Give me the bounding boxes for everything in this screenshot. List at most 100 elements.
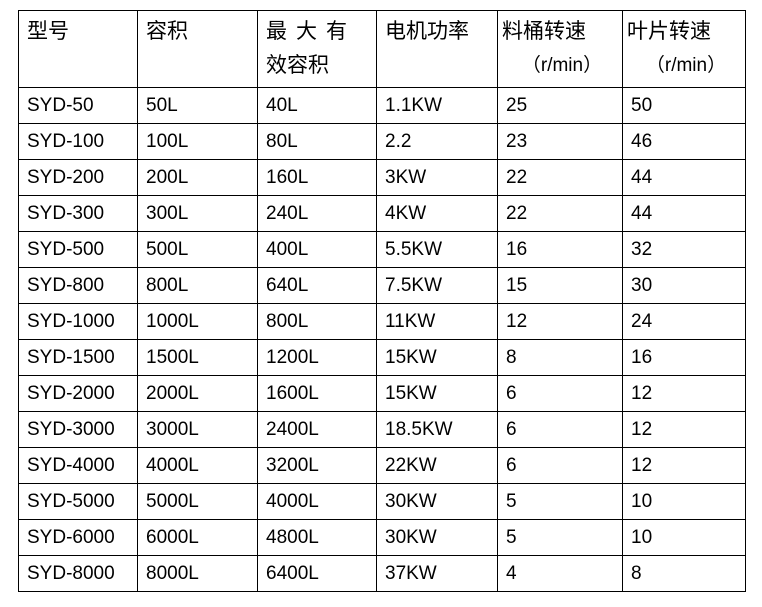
capacity-cell: 2000L xyxy=(137,375,258,412)
drum-speed-cell: 8 xyxy=(497,339,623,376)
motor-power-cell: 11KW xyxy=(376,303,498,340)
motor-power-cell: 37KW xyxy=(376,555,498,592)
drum-speed-cell: 4 xyxy=(497,555,623,592)
blade-speed-cell: 12 xyxy=(622,447,746,484)
header-text: 型号 xyxy=(27,20,69,43)
blade-speed-cell: 10 xyxy=(622,519,746,556)
table-row: SYD-300 300L 240L 4KW 22 44 xyxy=(18,195,746,232)
header-max-effective-capacity: 最大有 效容积 xyxy=(257,10,377,88)
motor-power-cell: 1.1KW xyxy=(376,87,498,124)
drum-speed-cell: 6 xyxy=(497,411,623,448)
max-effective-capacity-cell: 2400L xyxy=(257,411,377,448)
capacity-cell: 3000L xyxy=(137,411,258,448)
max-effective-capacity-cell: 6400L xyxy=(257,555,377,592)
motor-power-cell: 15KW xyxy=(376,339,498,376)
model-cell: SYD-200 xyxy=(18,159,138,196)
motor-power-cell: 4KW xyxy=(376,195,498,232)
drum-speed-cell: 22 xyxy=(497,195,623,232)
drum-speed-cell: 23 xyxy=(497,123,623,160)
model-cell: SYD-1500 xyxy=(18,339,138,376)
capacity-cell: 300L xyxy=(137,195,258,232)
motor-power-cell: 30KW xyxy=(376,483,498,520)
max-effective-capacity-cell: 3200L xyxy=(257,447,377,484)
model-cell: SYD-4000 xyxy=(18,447,138,484)
motor-power-cell: 2.2 xyxy=(376,123,498,160)
table-row: SYD-800 800L 640L 7.5KW 15 30 xyxy=(18,267,746,304)
blade-speed-cell: 32 xyxy=(622,231,746,268)
header-text: 最大有 xyxy=(266,20,356,43)
motor-power-cell: 7.5KW xyxy=(376,267,498,304)
capacity-cell: 5000L xyxy=(137,483,258,520)
drum-speed-cell: 5 xyxy=(497,519,623,556)
max-effective-capacity-cell: 4800L xyxy=(257,519,377,556)
header-text: 料桶转速 xyxy=(502,20,586,43)
table-row: SYD-6000 6000L 4800L 30KW 5 10 xyxy=(18,519,746,556)
drum-speed-cell: 16 xyxy=(497,231,623,268)
max-effective-capacity-cell: 160L xyxy=(257,159,377,196)
max-effective-capacity-cell: 1600L xyxy=(257,375,377,412)
table-row: SYD-5000 5000L 4000L 30KW 5 10 xyxy=(18,483,746,520)
model-cell: SYD-1000 xyxy=(18,303,138,340)
motor-power-cell: 15KW xyxy=(376,375,498,412)
header-text: 叶片转速 xyxy=(627,20,711,43)
capacity-cell: 6000L xyxy=(137,519,258,556)
max-effective-capacity-cell: 400L xyxy=(257,231,377,268)
drum-speed-cell: 6 xyxy=(497,447,623,484)
header-capacity: 容积 xyxy=(137,10,258,88)
blade-speed-cell: 46 xyxy=(622,123,746,160)
max-effective-capacity-cell: 800L xyxy=(257,303,377,340)
model-cell: SYD-3000 xyxy=(18,411,138,448)
model-cell: SYD-6000 xyxy=(18,519,138,556)
model-cell: SYD-2000 xyxy=(18,375,138,412)
max-effective-capacity-cell: 640L xyxy=(257,267,377,304)
model-cell: SYD-300 xyxy=(18,195,138,232)
blade-speed-cell: 12 xyxy=(622,411,746,448)
table-row: SYD-200 200L 160L 3KW 22 44 xyxy=(18,159,746,196)
blade-speed-cell: 50 xyxy=(622,87,746,124)
drum-speed-cell: 25 xyxy=(497,87,623,124)
capacity-cell: 4000L xyxy=(137,447,258,484)
table-row: SYD-8000 8000L 6400L 37KW 4 8 xyxy=(18,555,746,592)
blade-speed-cell: 44 xyxy=(622,159,746,196)
header-motor-power: 电机功率 xyxy=(376,10,498,88)
drum-speed-cell: 15 xyxy=(497,267,623,304)
motor-power-cell: 22KW xyxy=(376,447,498,484)
drum-speed-cell: 22 xyxy=(497,159,623,196)
capacity-cell: 800L xyxy=(137,267,258,304)
motor-power-cell: 30KW xyxy=(376,519,498,556)
capacity-cell: 50L xyxy=(137,87,258,124)
blade-speed-cell: 16 xyxy=(622,339,746,376)
header-drum-speed: 料桶转速 （r/min） xyxy=(497,10,623,88)
table-row: SYD-2000 2000L 1600L 15KW 6 12 xyxy=(18,375,746,412)
capacity-cell: 500L xyxy=(137,231,258,268)
header-text: 电机功率 xyxy=(385,20,469,43)
capacity-cell: 200L xyxy=(137,159,258,196)
header-unit: （r/min） xyxy=(521,55,603,76)
max-effective-capacity-cell: 240L xyxy=(257,195,377,232)
drum-speed-cell: 12 xyxy=(497,303,623,340)
model-cell: SYD-8000 xyxy=(18,555,138,592)
table-row: SYD-500 500L 400L 5.5KW 16 32 xyxy=(18,231,746,268)
model-cell: SYD-500 xyxy=(18,231,138,268)
header-text-line2: 效容积 xyxy=(266,54,329,77)
table-row: SYD-1500 1500L 1200L 15KW 8 16 xyxy=(18,339,746,376)
header-text: 容积 xyxy=(146,20,188,43)
blade-speed-cell: 30 xyxy=(622,267,746,304)
header-unit: （r/min） xyxy=(645,55,727,76)
blade-speed-cell: 44 xyxy=(622,195,746,232)
table-row: SYD-4000 4000L 3200L 22KW 6 12 xyxy=(18,447,746,484)
blade-speed-cell: 24 xyxy=(622,303,746,340)
table-row: SYD-100 100L 80L 2.2 23 46 xyxy=(18,123,746,160)
blade-speed-cell: 12 xyxy=(622,375,746,412)
table-row: SYD-50 50L 40L 1.1KW 25 50 xyxy=(18,87,746,124)
max-effective-capacity-cell: 1200L xyxy=(257,339,377,376)
motor-power-cell: 3KW xyxy=(376,159,498,196)
model-cell: SYD-100 xyxy=(18,123,138,160)
table-row: SYD-3000 3000L 2400L 18.5KW 6 12 xyxy=(18,411,746,448)
max-effective-capacity-cell: 4000L xyxy=(257,483,377,520)
max-effective-capacity-cell: 80L xyxy=(257,123,377,160)
header-model: 型号 xyxy=(18,10,138,88)
drum-speed-cell: 6 xyxy=(497,375,623,412)
capacity-cell: 1000L xyxy=(137,303,258,340)
blade-speed-cell: 8 xyxy=(622,555,746,592)
